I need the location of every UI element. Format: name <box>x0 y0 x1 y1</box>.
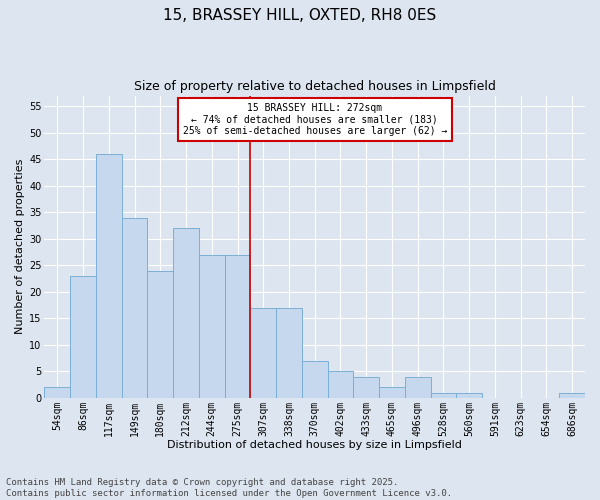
Bar <box>456 392 482 398</box>
Y-axis label: Number of detached properties: Number of detached properties <box>15 159 25 334</box>
Bar <box>559 392 585 398</box>
Bar <box>353 376 379 398</box>
Bar <box>96 154 122 398</box>
Bar <box>199 254 224 398</box>
Bar <box>44 387 70 398</box>
Bar <box>122 218 148 398</box>
Bar <box>276 308 302 398</box>
Bar <box>250 308 276 398</box>
Text: 15 BRASSEY HILL: 272sqm
← 74% of detached houses are smaller (183)
25% of semi-d: 15 BRASSEY HILL: 272sqm ← 74% of detache… <box>182 103 447 136</box>
Text: 15, BRASSEY HILL, OXTED, RH8 0ES: 15, BRASSEY HILL, OXTED, RH8 0ES <box>163 8 437 22</box>
Bar <box>328 372 353 398</box>
Bar <box>148 270 173 398</box>
Bar <box>379 387 405 398</box>
Bar <box>302 360 328 398</box>
Title: Size of property relative to detached houses in Limpsfield: Size of property relative to detached ho… <box>134 80 496 93</box>
X-axis label: Distribution of detached houses by size in Limpsfield: Distribution of detached houses by size … <box>167 440 462 450</box>
Bar <box>405 376 431 398</box>
Bar <box>431 392 456 398</box>
Text: Contains HM Land Registry data © Crown copyright and database right 2025.
Contai: Contains HM Land Registry data © Crown c… <box>6 478 452 498</box>
Bar <box>173 228 199 398</box>
Bar <box>70 276 96 398</box>
Bar <box>224 254 250 398</box>
